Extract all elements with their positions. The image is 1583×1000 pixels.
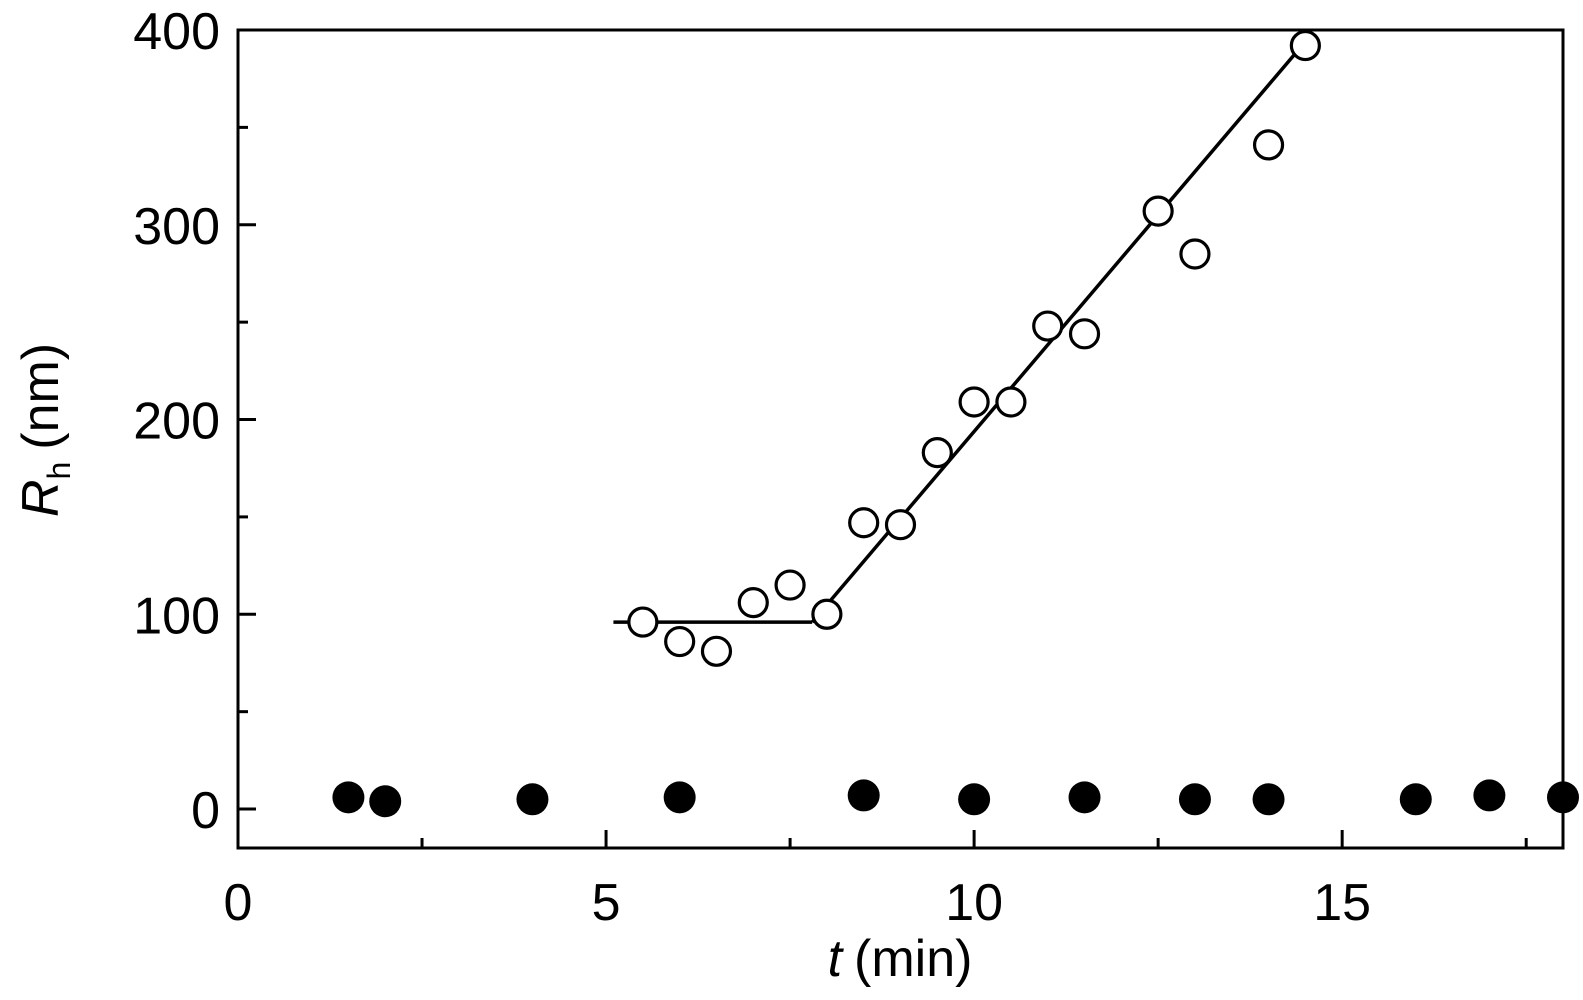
open-circle-point [1179,238,1211,270]
open-circle-point [737,586,769,619]
filled-circle-point [1399,783,1432,816]
y-tick-label: 0 [191,782,220,840]
plot-frame [236,28,1565,850]
filled-circle-point [332,781,365,814]
fit-lines [613,40,1307,624]
open-circle-point [700,635,733,667]
open-circle-point [1142,195,1174,227]
open-circle-point [811,598,843,630]
x-tick-label: 0 [224,874,253,932]
x-tick-label: 10 [945,874,1003,932]
open-circle-point [1032,310,1064,342]
y-axis-label: Rh (nm) [12,343,77,517]
y-tick-label: 300 [133,198,220,256]
open-circle-point [921,437,953,469]
y-tick-label: 200 [133,393,220,451]
open-circle-point [958,386,990,418]
filled-circle-point [1068,781,1101,814]
x-tick-label: 15 [1313,874,1371,932]
y-axis-subscript: h [41,462,77,480]
open-circle-point [664,625,696,658]
filled-circle-point [369,785,402,818]
ticks [236,28,1528,848]
open-circle-point [1289,29,1321,62]
y-tick-label: 100 [133,587,220,645]
open-circle-point [848,507,880,539]
y-axis-symbol: R [12,480,70,518]
filled-circle-point [958,783,991,816]
filled-circle-point [1473,779,1506,812]
x-tick-label: 5 [592,874,621,932]
filled-circle-point [847,779,880,812]
open-circle-point [884,509,917,541]
y-axis-unit: (nm) [12,343,70,450]
x-axis-symbol: t [828,930,845,988]
y-tick-label: 400 [133,3,220,61]
open-circle-point [627,606,659,638]
open-circle-point [1252,129,1285,161]
filled-circle-point [663,781,696,814]
x-axis-unit: (min) [854,930,972,988]
tick-labels: 0 5 10 15 0 100 200 300 400 [133,3,1371,932]
filled-circle-point [516,783,549,816]
filled-circle-point [1178,783,1211,816]
open-circle-point [774,569,806,601]
open-circle-point [995,386,1027,418]
data-points [332,29,1579,818]
filled-circle-point [1547,781,1579,814]
filled-circle-point [1252,783,1285,816]
x-axis-label: t (min) [828,930,973,988]
open-circle-point [1068,318,1101,350]
